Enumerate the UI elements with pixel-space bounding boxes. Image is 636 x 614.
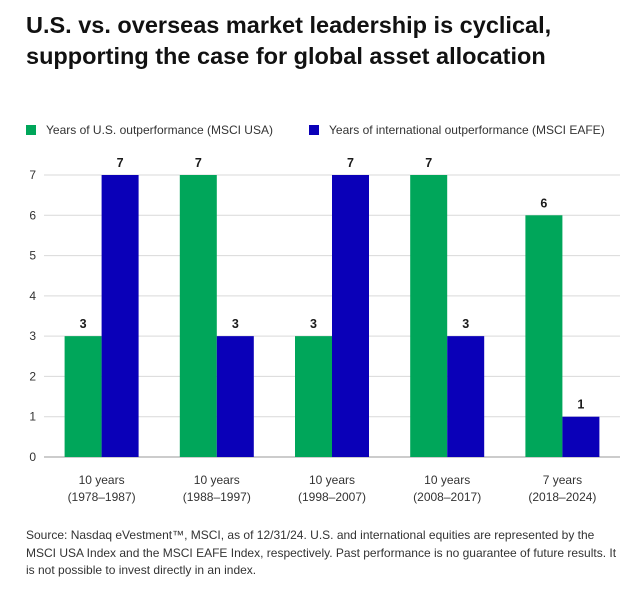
x-tick-label-5-line1: 7 years (543, 473, 582, 487)
y-tick-label-0: 0 (29, 450, 36, 464)
x-tick-label-1-line1: 10 years (79, 473, 125, 487)
data-label-eafe-3: 7 (347, 156, 354, 170)
y-tick-label-1: 1 (29, 410, 36, 424)
bar-usa-5 (525, 215, 563, 457)
x-tick-label-5-line2: (2018–2024) (528, 490, 596, 504)
legend-label-usa: Years of U.S. outperformance (MSCI USA) (46, 123, 273, 137)
bar-usa-2 (179, 175, 217, 457)
y-tick-label-5: 5 (29, 249, 36, 263)
data-label-eafe-4: 3 (462, 317, 469, 331)
data-label-eafe-2: 3 (232, 317, 239, 331)
x-tick-label-2-line1: 10 years (194, 473, 240, 487)
bar-chart: 0 1 2 3 4 5 6 7 3 7 10 years (1978–1987) 7 3 10 years (… (29, 156, 620, 504)
data-label-usa-4: 7 (425, 156, 432, 170)
bar-eafe-4 (447, 336, 485, 457)
data-label-usa-2: 7 (195, 156, 202, 170)
x-tick-label-3-line2: (1998–2007) (298, 490, 366, 504)
legend-swatch-usa (26, 125, 36, 135)
x-tick-label-4-line2: (2008–2017) (413, 490, 481, 504)
bar-usa-1 (64, 336, 102, 457)
y-tick-label-3: 3 (29, 329, 36, 343)
bar-eafe-5 (562, 416, 600, 457)
x-tick-label-3-line1: 10 years (309, 473, 355, 487)
y-tick-label-6: 6 (29, 208, 36, 222)
data-label-eafe-5: 1 (577, 398, 584, 412)
data-label-eafe-1: 7 (117, 156, 124, 170)
x-tick-label-4-line1: 10 years (424, 473, 470, 487)
bar-usa-3 (295, 336, 332, 457)
bar-eafe-1 (101, 175, 139, 457)
bar-eafe-2 (216, 336, 254, 457)
source-note: Source: Nasdaq eVestment™, MSCI, as of 1… (26, 528, 617, 578)
chart-title: U.S. vs. overseas market leadership is c… (26, 10, 626, 72)
chart-title-line-1: U.S. vs. overseas market leadership is c… (26, 12, 552, 38)
x-tick-label-2-line2: (1988–1997) (183, 490, 251, 504)
bar-usa-4 (410, 175, 448, 457)
legend-item-eafe: Years of international outperformance (M… (309, 123, 605, 137)
y-tick-label-7: 7 (29, 168, 36, 182)
data-label-usa-1: 3 (80, 317, 87, 331)
bar-eafe-3 (332, 175, 369, 457)
y-tick-label-4: 4 (29, 289, 36, 303)
legend-label-eafe: Years of international outperformance (M… (329, 123, 605, 137)
legend-item-usa: Years of U.S. outperformance (MSCI USA) (26, 123, 273, 137)
y-tick-label-2: 2 (29, 369, 36, 383)
legend-swatch-eafe (309, 125, 319, 135)
x-tick-label-1-line2: (1978–1987) (68, 490, 136, 504)
data-label-usa-3: 3 (310, 317, 317, 331)
chart-title-line-2: supporting the case for global asset all… (26, 43, 546, 69)
data-label-usa-5: 6 (540, 196, 547, 210)
